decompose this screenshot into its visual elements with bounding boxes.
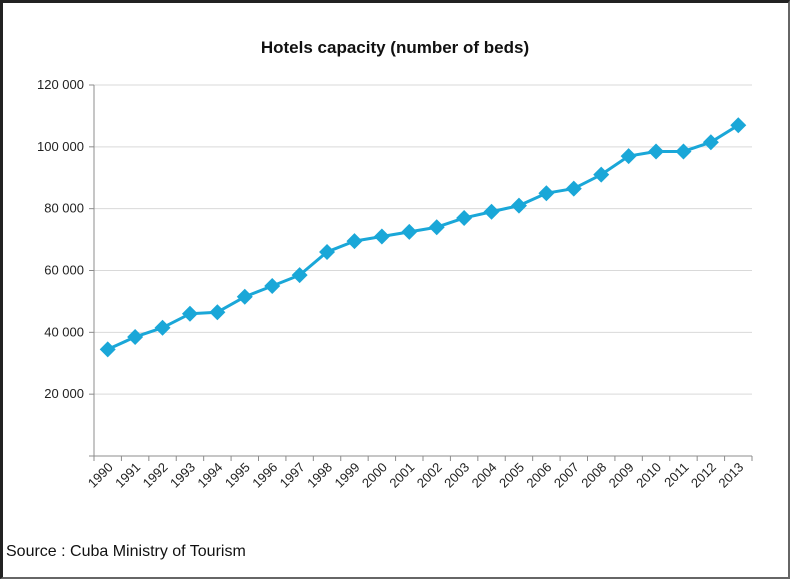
x-tick-label: 2012 — [688, 460, 719, 491]
x-tick-label: 2004 — [469, 460, 500, 491]
x-tick-label: 1992 — [140, 460, 171, 491]
y-tick-label: 20 000 — [44, 386, 84, 401]
x-axis-ticks: 1990199119921993199419951996199719981999… — [85, 460, 747, 491]
x-tick-label: 1996 — [249, 460, 280, 491]
x-tick-label: 1991 — [112, 460, 143, 491]
y-tick-label: 100 000 — [37, 139, 84, 154]
x-tick-label: 1999 — [332, 460, 363, 491]
x-tick-label: 2009 — [606, 460, 637, 491]
data-point-marker — [675, 143, 692, 160]
series-line — [107, 123, 740, 351]
data-point-marker — [483, 203, 500, 220]
x-tick-label: 2003 — [441, 460, 472, 491]
x-tick-label: 2002 — [414, 460, 445, 491]
data-point-marker — [99, 341, 116, 358]
gridlines — [94, 84, 752, 395]
data-point-marker — [127, 328, 144, 345]
data-point-marker — [428, 219, 445, 236]
x-tick-label: 1990 — [85, 460, 116, 491]
x-tick-label: 2011 — [661, 460, 691, 490]
x-tick-label: 2001 — [386, 460, 417, 491]
data-point-marker — [346, 233, 363, 250]
x-tick-label: 2013 — [715, 460, 746, 491]
data-point-marker — [510, 197, 527, 214]
source-note: Source : Cuba Ministry of Tourism — [6, 543, 246, 560]
y-tick-label: 120 000 — [37, 77, 84, 92]
chart-title: Hotels capacity (number of beds) — [260, 38, 530, 57]
data-point-marker — [401, 223, 418, 240]
y-tick-label: 60 000 — [44, 263, 84, 278]
data-point-marker — [565, 180, 582, 197]
series-beds — [99, 117, 747, 358]
data-point-marker — [648, 143, 665, 160]
data-point-marker — [538, 185, 555, 202]
data-point-marker — [593, 166, 610, 183]
data-point-marker — [456, 209, 473, 226]
x-tick-label: 2007 — [551, 460, 582, 491]
axes — [89, 84, 753, 461]
data-point-marker — [620, 148, 637, 165]
data-point-marker — [319, 243, 336, 260]
data-point-marker — [264, 277, 281, 294]
data-point-marker — [209, 304, 226, 321]
x-tick-label: 2008 — [578, 460, 609, 491]
y-tick-label: 80 000 — [44, 201, 84, 216]
x-tick-label: 1998 — [304, 460, 335, 491]
x-tick-label: 2010 — [633, 460, 664, 491]
x-tick-label: 1994 — [194, 460, 225, 491]
y-axis-ticks: 20 000 40 000 60 000 80 000 100 000 120 000 — [37, 77, 84, 401]
x-tick-label: 2005 — [496, 460, 527, 491]
data-point-marker — [236, 288, 253, 305]
data-point-marker — [702, 134, 719, 151]
data-point-marker — [291, 267, 308, 284]
data-point-marker — [373, 228, 390, 245]
y-tick-label: 40 000 — [44, 324, 84, 339]
x-tick-label: 1995 — [222, 460, 253, 491]
x-tick-label: 2000 — [359, 460, 390, 491]
x-tick-label: 1997 — [277, 460, 308, 491]
data-point-marker — [730, 117, 747, 134]
x-tick-label: 1993 — [167, 460, 198, 491]
data-point-marker — [154, 319, 171, 336]
data-point-marker — [181, 305, 198, 322]
x-tick-label: 2006 — [523, 460, 554, 491]
